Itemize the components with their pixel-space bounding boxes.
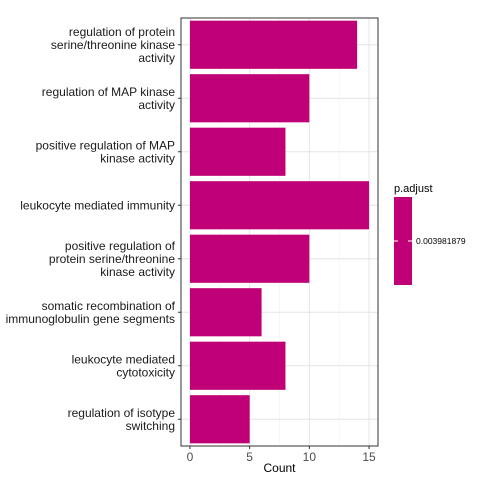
category-label-1: regulation of protein serine/threonine ki… (51, 25, 175, 65)
category-label-line: activity (138, 51, 175, 65)
x-axis-title: Count (263, 461, 296, 475)
category-label-6: somatic recombination of immunoglobulin g… (6, 299, 176, 326)
category-label-7: leukocyte mediated cytotoxicity (72, 352, 175, 379)
category-label-line: leukocyte mediated (72, 352, 175, 366)
category-label-line: positive regulation of MAP (36, 138, 175, 152)
y-axis-category-labels: regulation of protein serine/threonine ki… (6, 25, 181, 433)
category-label-line: positive regulation of (65, 239, 176, 253)
legend-title: p.adjust (394, 183, 433, 195)
category-label-line: regulation of MAP kinase (42, 85, 176, 99)
category-label-line: immunoglobulin gene segments (6, 312, 175, 326)
bar-8 (189, 395, 250, 444)
legend-value-label: 0.003981879 (416, 236, 466, 246)
category-label-line: kinase activity (100, 265, 175, 279)
legend: p.adjust 0.003981879 (394, 183, 466, 285)
category-label-line: somatic recombination of (42, 299, 176, 313)
category-label-2: regulation of MAP kinase activity (42, 85, 176, 112)
category-label-line: switching (126, 419, 175, 433)
category-label-line: leukocyte mediated immunity (20, 198, 175, 212)
x-axis-ticks: 0 5 10 15 (187, 446, 376, 464)
category-label-line: regulation of isotype (68, 406, 176, 420)
category-label-line: regulation of protein (69, 25, 175, 39)
bar-4 (189, 181, 370, 230)
category-label-line: protein serine/threonine (49, 252, 175, 266)
x-tick-label: 0 (187, 450, 194, 464)
bar-1 (189, 20, 358, 69)
bar-3 (189, 127, 286, 176)
category-label-line: activity (138, 98, 175, 112)
category-label-line: cytotoxicity (116, 365, 175, 379)
category-label-line: serine/threonine kinase (51, 38, 175, 52)
x-tick-label: 10 (303, 450, 317, 464)
bars (189, 20, 370, 444)
plot-panel-border (180, 17, 379, 447)
category-label-line: kinase activity (100, 151, 175, 165)
bar-7 (189, 341, 286, 390)
category-label-4: leukocyte mediated immunity (20, 198, 175, 212)
bar-2 (189, 74, 310, 123)
category-label-8: regulation of isotype switching (68, 406, 176, 433)
category-label-3: positive regulation of MAP kinase activit… (36, 138, 175, 165)
bar-6 (189, 288, 262, 337)
x-tick-label: 5 (246, 450, 253, 464)
legend-color-bar (394, 197, 412, 285)
category-label-5: positive regulation of protein serine/thr… (49, 239, 176, 279)
x-tick-label: 15 (362, 450, 376, 464)
bar-5 (189, 234, 310, 283)
